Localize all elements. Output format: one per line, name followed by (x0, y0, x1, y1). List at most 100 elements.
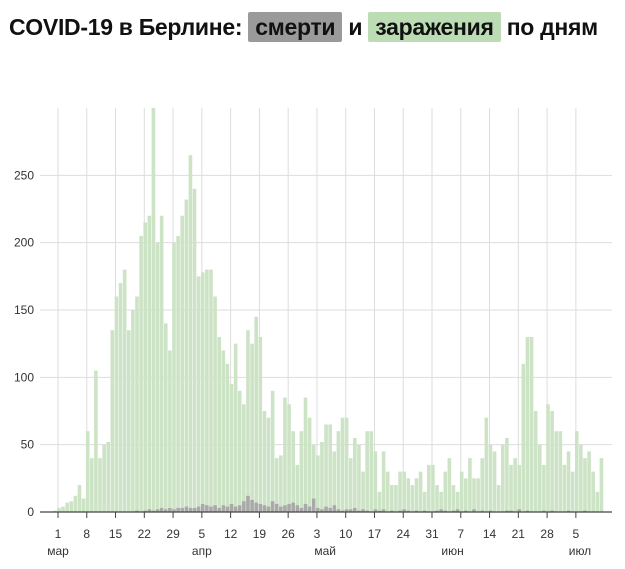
cases-bar (566, 451, 571, 512)
deaths-bar (550, 510, 554, 512)
cases-bar (102, 444, 106, 512)
cases-bar (422, 491, 427, 512)
cases-bar (89, 458, 94, 512)
y-tick-label: 100 (14, 370, 34, 384)
x-tick-label: 19 (253, 527, 267, 541)
deaths-bar (443, 510, 448, 512)
cases-bar (570, 471, 575, 512)
cases-bar (550, 411, 554, 512)
cases-bar (287, 404, 291, 512)
cases-bar (57, 507, 61, 512)
cases-bar (262, 411, 267, 512)
cases-bar (533, 411, 538, 512)
deaths-bar (209, 506, 213, 512)
cases-bar (361, 471, 365, 512)
deaths-bar (254, 502, 258, 512)
deaths-bar (365, 510, 369, 512)
cases-bar (480, 458, 485, 512)
deaths-bar (311, 498, 316, 512)
cases-bar (81, 498, 86, 512)
cases-bar (266, 417, 271, 512)
cases-bar (459, 471, 464, 512)
deaths-bar (328, 507, 332, 512)
cases-bar (233, 343, 238, 512)
deaths-bar (283, 505, 287, 512)
cases-bar (574, 431, 579, 512)
cases-bar (291, 431, 295, 512)
cases-bar (554, 431, 559, 512)
cases-bar (225, 363, 230, 512)
cases-bar (443, 471, 448, 512)
y-tick-label: 150 (14, 303, 34, 317)
cases-bar (398, 471, 402, 512)
deaths-bar (464, 510, 468, 512)
cases-bar (217, 336, 221, 512)
cases-bar (406, 478, 411, 512)
deaths-bar (344, 509, 349, 512)
deaths-bar (184, 506, 189, 512)
cases-bar (229, 384, 234, 512)
deaths-bar (340, 510, 345, 512)
cases-bar (324, 424, 328, 512)
cases-bar (468, 458, 472, 512)
cases-bar (336, 431, 341, 512)
deaths-bar (205, 505, 209, 512)
cases-bar (509, 464, 513, 512)
deaths-bar (320, 509, 324, 512)
cases-bar (237, 390, 242, 512)
deaths-bar (316, 507, 320, 512)
deaths-bar (270, 501, 275, 512)
deaths-bar (135, 510, 139, 512)
deaths-bar (279, 506, 283, 512)
cases-bar (496, 485, 501, 512)
deaths-bar (233, 506, 238, 512)
deaths-bar (480, 510, 485, 512)
cases-bar (348, 458, 353, 512)
cases-bar (484, 417, 489, 512)
deaths-bar (583, 510, 587, 512)
cases-bar (184, 199, 189, 512)
deaths-bar (176, 507, 180, 512)
deaths-bar (237, 505, 242, 512)
deaths-bar (295, 505, 300, 512)
deaths-bar (509, 510, 513, 512)
cases-bar (299, 431, 304, 512)
cases-bar (295, 464, 300, 512)
x-tick-label: 15 (109, 527, 123, 541)
x-tick-label: 26 (281, 527, 295, 541)
cases-bar (414, 478, 419, 512)
deaths-bar (299, 507, 304, 512)
x-tick-label: 29 (166, 527, 180, 541)
cases-bar (410, 485, 415, 512)
y-tick-label: 200 (14, 236, 34, 250)
cases-bar (221, 350, 226, 512)
x-tick-label: 17 (368, 527, 382, 541)
month-label: мар (47, 544, 69, 558)
deaths-bar (262, 505, 267, 512)
deaths-bar (307, 506, 312, 512)
cases-bar (402, 471, 406, 512)
cases-bar (332, 451, 337, 512)
cases-bar (73, 495, 78, 512)
deaths-bar (163, 509, 168, 512)
cases-bar (562, 464, 567, 512)
cases-bar (168, 350, 172, 512)
deaths-bar (390, 510, 394, 512)
x-tick-label: 1 (55, 527, 62, 541)
x-tick-label: 7 (457, 527, 464, 541)
cases-bar (591, 471, 596, 512)
deaths-bar (287, 503, 291, 512)
cases-bar (583, 458, 587, 512)
cases-bar (270, 390, 275, 512)
cases-bar (525, 336, 530, 512)
cases-bar (517, 464, 522, 512)
deaths-bar (357, 510, 361, 512)
cases-bar (418, 471, 423, 512)
cases-bar (505, 437, 509, 512)
cases-bar (513, 458, 517, 512)
deaths-bar (517, 509, 522, 512)
deaths-bar (435, 510, 439, 512)
cases-bar (587, 451, 591, 512)
deaths-bar (303, 503, 308, 512)
